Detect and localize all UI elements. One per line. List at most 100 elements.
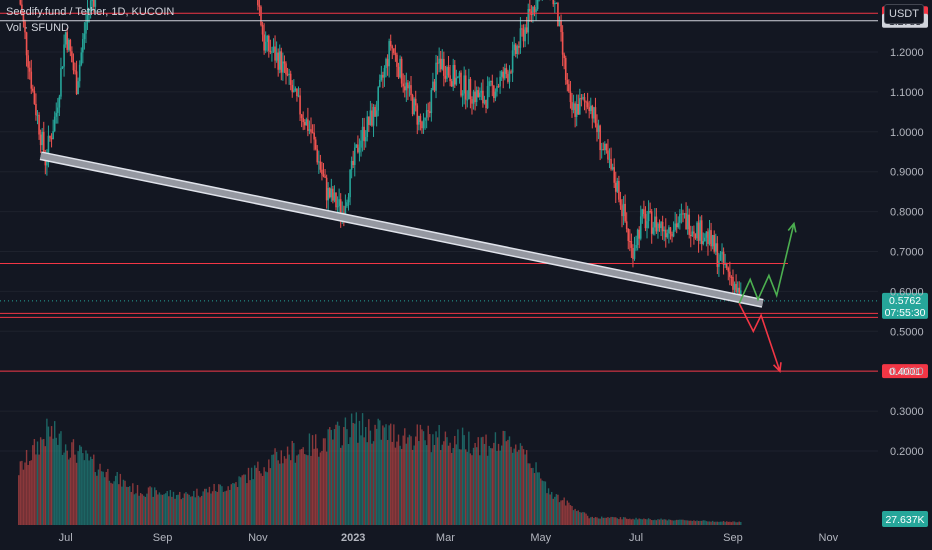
volume-bar: [415, 436, 417, 525]
candle-body: [318, 161, 320, 163]
volume-bar: [86, 453, 89, 525]
volume-bar: [247, 467, 250, 525]
candle-body: [275, 52, 278, 61]
candle-body: [486, 86, 489, 109]
candle-body: [258, 5, 261, 7]
candle-body: [500, 71, 503, 77]
volume-bar: [205, 488, 207, 525]
volume-bar: [407, 437, 409, 525]
volume-bar: [682, 519, 684, 525]
volume-bar: [411, 449, 414, 525]
candle-body: [568, 84, 570, 92]
volume-bar: [702, 520, 704, 525]
candle-body: [53, 116, 56, 132]
volume-bar: [177, 494, 179, 525]
volume-bar: [285, 458, 287, 525]
volume-bar: [350, 413, 353, 525]
candle-body: [594, 107, 597, 124]
candle-body: [75, 71, 78, 95]
volume-bar: [105, 471, 107, 525]
volume-bar: [139, 493, 142, 525]
volume-bar: [386, 440, 389, 525]
price-tick-label: 1.1000: [890, 87, 924, 99]
volume-bar: [596, 517, 598, 525]
candle-body: [677, 222, 680, 228]
candle-body: [78, 64, 81, 82]
volume-bar: [638, 518, 640, 525]
candle-body: [288, 73, 290, 76]
candle-body: [289, 73, 292, 85]
candle-body: [378, 79, 381, 88]
candle-body: [264, 41, 267, 51]
time-tick-label: Jul: [59, 532, 73, 544]
candle-body: [321, 169, 323, 175]
price-axis: 0.2000 0.3000 0.4000 0.5000 0.6000 0.7000 0.80…: [882, 47, 928, 527]
volume-bar: [566, 500, 569, 525]
volume-bar: [558, 502, 561, 525]
volume-bar: [219, 484, 222, 525]
candle-body: [308, 129, 311, 131]
candle-body: [357, 144, 359, 153]
candle-body: [52, 131, 54, 140]
volume-bar: [715, 521, 717, 525]
candle-body: [361, 126, 364, 141]
volume-bar: [397, 434, 400, 525]
volume-bar: [549, 494, 551, 525]
candle-body: [438, 58, 440, 64]
volume-bar: [480, 437, 483, 525]
volume-bar: [547, 488, 550, 525]
volume-bar: [647, 518, 650, 525]
volume-bar: [179, 491, 181, 525]
candle-body: [335, 192, 337, 208]
volume-bar: [168, 496, 170, 525]
volume-bar: [349, 437, 351, 525]
candle-body: [61, 66, 64, 69]
candle-body: [336, 206, 339, 208]
volume-bar: [613, 517, 615, 525]
currency-button[interactable]: USDT: [884, 4, 924, 24]
volume-bar: [191, 496, 193, 525]
candle-body: [508, 71, 511, 82]
candle-body: [727, 267, 730, 272]
candle-body: [669, 227, 672, 234]
volume-bar: [665, 519, 667, 525]
volume-bar: [355, 412, 358, 525]
volume-bar: [236, 486, 239, 525]
candle-body: [489, 80, 492, 82]
candle-body: [432, 81, 434, 91]
volume-bar: [288, 454, 290, 525]
time-axis: Jul Sep Nov 2023 Mar May Jul Sep Nov: [59, 532, 839, 544]
candle-body: [74, 70, 76, 72]
last-price-label: 0.5762: [889, 295, 921, 307]
volume-bar: [619, 517, 622, 525]
candle-body: [388, 41, 390, 67]
volume-bar: [263, 467, 265, 525]
candle-body: [660, 221, 662, 229]
volume-bar: [133, 494, 136, 525]
candle-body: [327, 187, 329, 201]
volume-bar: [418, 441, 420, 525]
volume-bar: [669, 519, 672, 525]
volume-bar: [390, 423, 392, 525]
volume-bar: [50, 426, 53, 525]
candle-body: [497, 86, 500, 88]
candle-body: [421, 121, 423, 129]
volume-bar: [280, 450, 283, 525]
candle-body: [86, 11, 89, 23]
volume-bar: [444, 431, 447, 525]
volume-bar: [704, 520, 706, 525]
candle-body: [269, 50, 272, 53]
volume-bar: [419, 424, 422, 525]
candle-body: [325, 177, 328, 201]
volume-bar: [154, 487, 156, 525]
volume-bar: [729, 521, 731, 525]
volume-bar: [21, 460, 23, 525]
candle-body: [729, 271, 731, 277]
volume-bar: [433, 445, 436, 525]
candle-body: [72, 62, 75, 71]
volume-bar: [125, 486, 128, 525]
volume-bar: [394, 447, 397, 525]
volume-title: Vol · SFUND: [6, 22, 69, 34]
volume-bar: [96, 475, 98, 525]
